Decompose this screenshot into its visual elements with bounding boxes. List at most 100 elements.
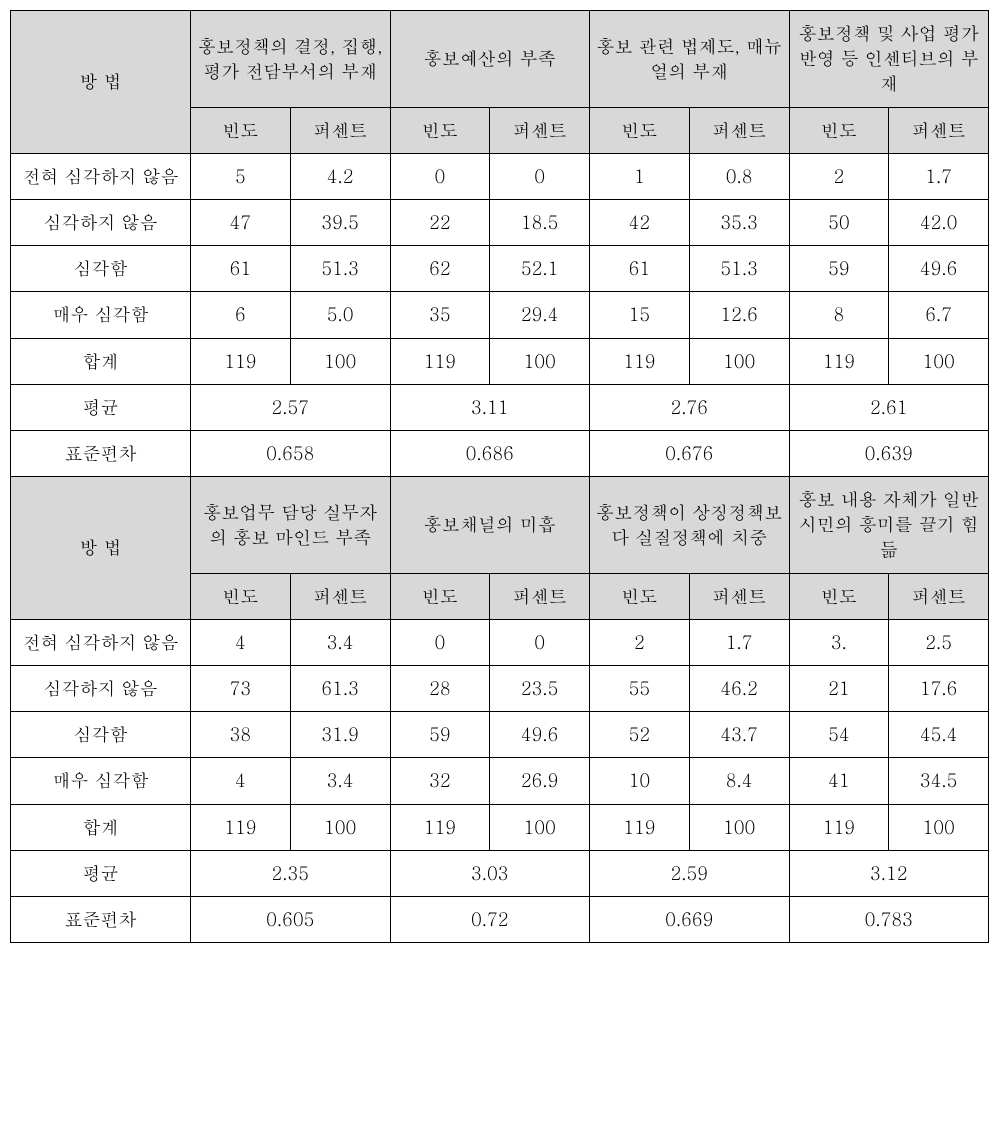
col-header-4: 홍보정책 및 사업 평가반영 등 인센티브의 부재 bbox=[789, 11, 989, 108]
cell: 1.7 bbox=[689, 619, 789, 665]
pct-header: 퍼센트 bbox=[290, 573, 390, 619]
table-row: 전혀 심각하지 않음 4 3.4 0 0 2 1.7 3. 2.5 bbox=[11, 619, 989, 665]
cell: 100 bbox=[889, 338, 989, 384]
row-label: 매우 심각함 bbox=[11, 758, 191, 804]
cell: 39.5 bbox=[290, 199, 390, 245]
cell: 0 bbox=[490, 619, 590, 665]
col-header-5: 홍보업무 담당 실무자의 홍보 마인드 부족 bbox=[191, 477, 391, 574]
row-label: 매우 심각함 bbox=[11, 292, 191, 338]
cell: 2 bbox=[789, 153, 889, 199]
cell: 6.7 bbox=[889, 292, 989, 338]
method-header: 방 법 bbox=[11, 477, 191, 620]
col-header-3: 홍보 관련 법제도, 매뉴얼의 부재 bbox=[590, 11, 790, 108]
cell: 52 bbox=[590, 712, 690, 758]
cell: 51.3 bbox=[689, 246, 789, 292]
row-label: 합계 bbox=[11, 338, 191, 384]
table-row: 심각함 61 51.3 62 52.1 61 51.3 59 49.6 bbox=[11, 246, 989, 292]
cell: 5 bbox=[191, 153, 291, 199]
table-row: 합계 119 100 119 100 119 100 119 100 bbox=[11, 804, 989, 850]
cell: 0.669 bbox=[590, 896, 790, 942]
cell: 0 bbox=[390, 619, 490, 665]
cell: 0 bbox=[390, 153, 490, 199]
cell: 3.11 bbox=[390, 384, 590, 430]
cell: 32 bbox=[390, 758, 490, 804]
cell: 35 bbox=[390, 292, 490, 338]
cell: 4.2 bbox=[290, 153, 390, 199]
cell: 1 bbox=[590, 153, 690, 199]
cell: 119 bbox=[590, 338, 690, 384]
cell: 41 bbox=[789, 758, 889, 804]
cell: 31.9 bbox=[290, 712, 390, 758]
cell: 2.61 bbox=[789, 384, 989, 430]
cell: 47 bbox=[191, 199, 291, 245]
freq-header: 빈도 bbox=[191, 107, 291, 153]
pct-header: 퍼센트 bbox=[490, 107, 590, 153]
cell: 119 bbox=[191, 338, 291, 384]
cell: 15 bbox=[590, 292, 690, 338]
cell: 73 bbox=[191, 666, 291, 712]
cell: 12.6 bbox=[689, 292, 789, 338]
row-label: 표준편차 bbox=[11, 896, 191, 942]
cell: 42 bbox=[590, 199, 690, 245]
cell: 100 bbox=[689, 804, 789, 850]
pct-header: 퍼센트 bbox=[889, 573, 989, 619]
cell: 43.7 bbox=[689, 712, 789, 758]
table-row: 전혀 심각하지 않음 5 4.2 0 0 1 0.8 2 1.7 bbox=[11, 153, 989, 199]
cell: 3.03 bbox=[390, 850, 590, 896]
cell: 100 bbox=[290, 338, 390, 384]
cell: 100 bbox=[490, 338, 590, 384]
cell: 17.6 bbox=[889, 666, 989, 712]
pct-header: 퍼센트 bbox=[689, 573, 789, 619]
cell: 4 bbox=[191, 619, 291, 665]
cell: 51.3 bbox=[290, 246, 390, 292]
cell: 4 bbox=[191, 758, 291, 804]
table-row: 방 법 홍보정책의 결정, 집행, 평가 전담부서의 부재 홍보예산의 부족 홍… bbox=[11, 11, 989, 108]
cell: 35.3 bbox=[689, 199, 789, 245]
table-row: 매우 심각함 4 3.4 32 26.9 10 8.4 41 34.5 bbox=[11, 758, 989, 804]
table-row: 매우 심각함 6 5.0 35 29.4 15 12.6 8 6.7 bbox=[11, 292, 989, 338]
row-label: 심각함 bbox=[11, 712, 191, 758]
cell: 119 bbox=[590, 804, 690, 850]
cell: 119 bbox=[789, 804, 889, 850]
cell: 0.605 bbox=[191, 896, 391, 942]
cell: 8.4 bbox=[689, 758, 789, 804]
cell: 28 bbox=[390, 666, 490, 712]
cell: 61 bbox=[590, 246, 690, 292]
cell: 54 bbox=[789, 712, 889, 758]
row-label: 전혀 심각하지 않음 bbox=[11, 153, 191, 199]
cell: 23.5 bbox=[490, 666, 590, 712]
table-row: 방 법 홍보업무 담당 실무자의 홍보 마인드 부족 홍보채널의 미흡 홍보정책… bbox=[11, 477, 989, 574]
freq-header: 빈도 bbox=[390, 573, 490, 619]
row-label: 합계 bbox=[11, 804, 191, 850]
method-header: 방 법 bbox=[11, 11, 191, 154]
cell: 0.783 bbox=[789, 896, 989, 942]
cell: 8 bbox=[789, 292, 889, 338]
cell: 49.6 bbox=[889, 246, 989, 292]
row-label: 표준편차 bbox=[11, 430, 191, 476]
cell: 3.12 bbox=[789, 850, 989, 896]
cell: 100 bbox=[689, 338, 789, 384]
cell: 45.4 bbox=[889, 712, 989, 758]
table-row: 평균 2.35 3.03 2.59 3.12 bbox=[11, 850, 989, 896]
cell: 34.5 bbox=[889, 758, 989, 804]
pct-header: 퍼센트 bbox=[689, 107, 789, 153]
cell: 18.5 bbox=[490, 199, 590, 245]
cell: 62 bbox=[390, 246, 490, 292]
table-row: 합계 119 100 119 100 119 100 119 100 bbox=[11, 338, 989, 384]
cell: 49.6 bbox=[490, 712, 590, 758]
cell: 50 bbox=[789, 199, 889, 245]
pct-header: 퍼센트 bbox=[490, 573, 590, 619]
freq-header: 빈도 bbox=[590, 107, 690, 153]
cell: 1.7 bbox=[889, 153, 989, 199]
cell: 0.639 bbox=[789, 430, 989, 476]
cell: 26.9 bbox=[490, 758, 590, 804]
cell: 119 bbox=[789, 338, 889, 384]
cell: 119 bbox=[191, 804, 291, 850]
cell: 59 bbox=[789, 246, 889, 292]
cell: 2.57 bbox=[191, 384, 391, 430]
row-label: 평균 bbox=[11, 384, 191, 430]
col-header-6: 홍보채널의 미흡 bbox=[390, 477, 590, 574]
cell: 119 bbox=[390, 338, 490, 384]
cell: 29.4 bbox=[490, 292, 590, 338]
cell: 0.686 bbox=[390, 430, 590, 476]
